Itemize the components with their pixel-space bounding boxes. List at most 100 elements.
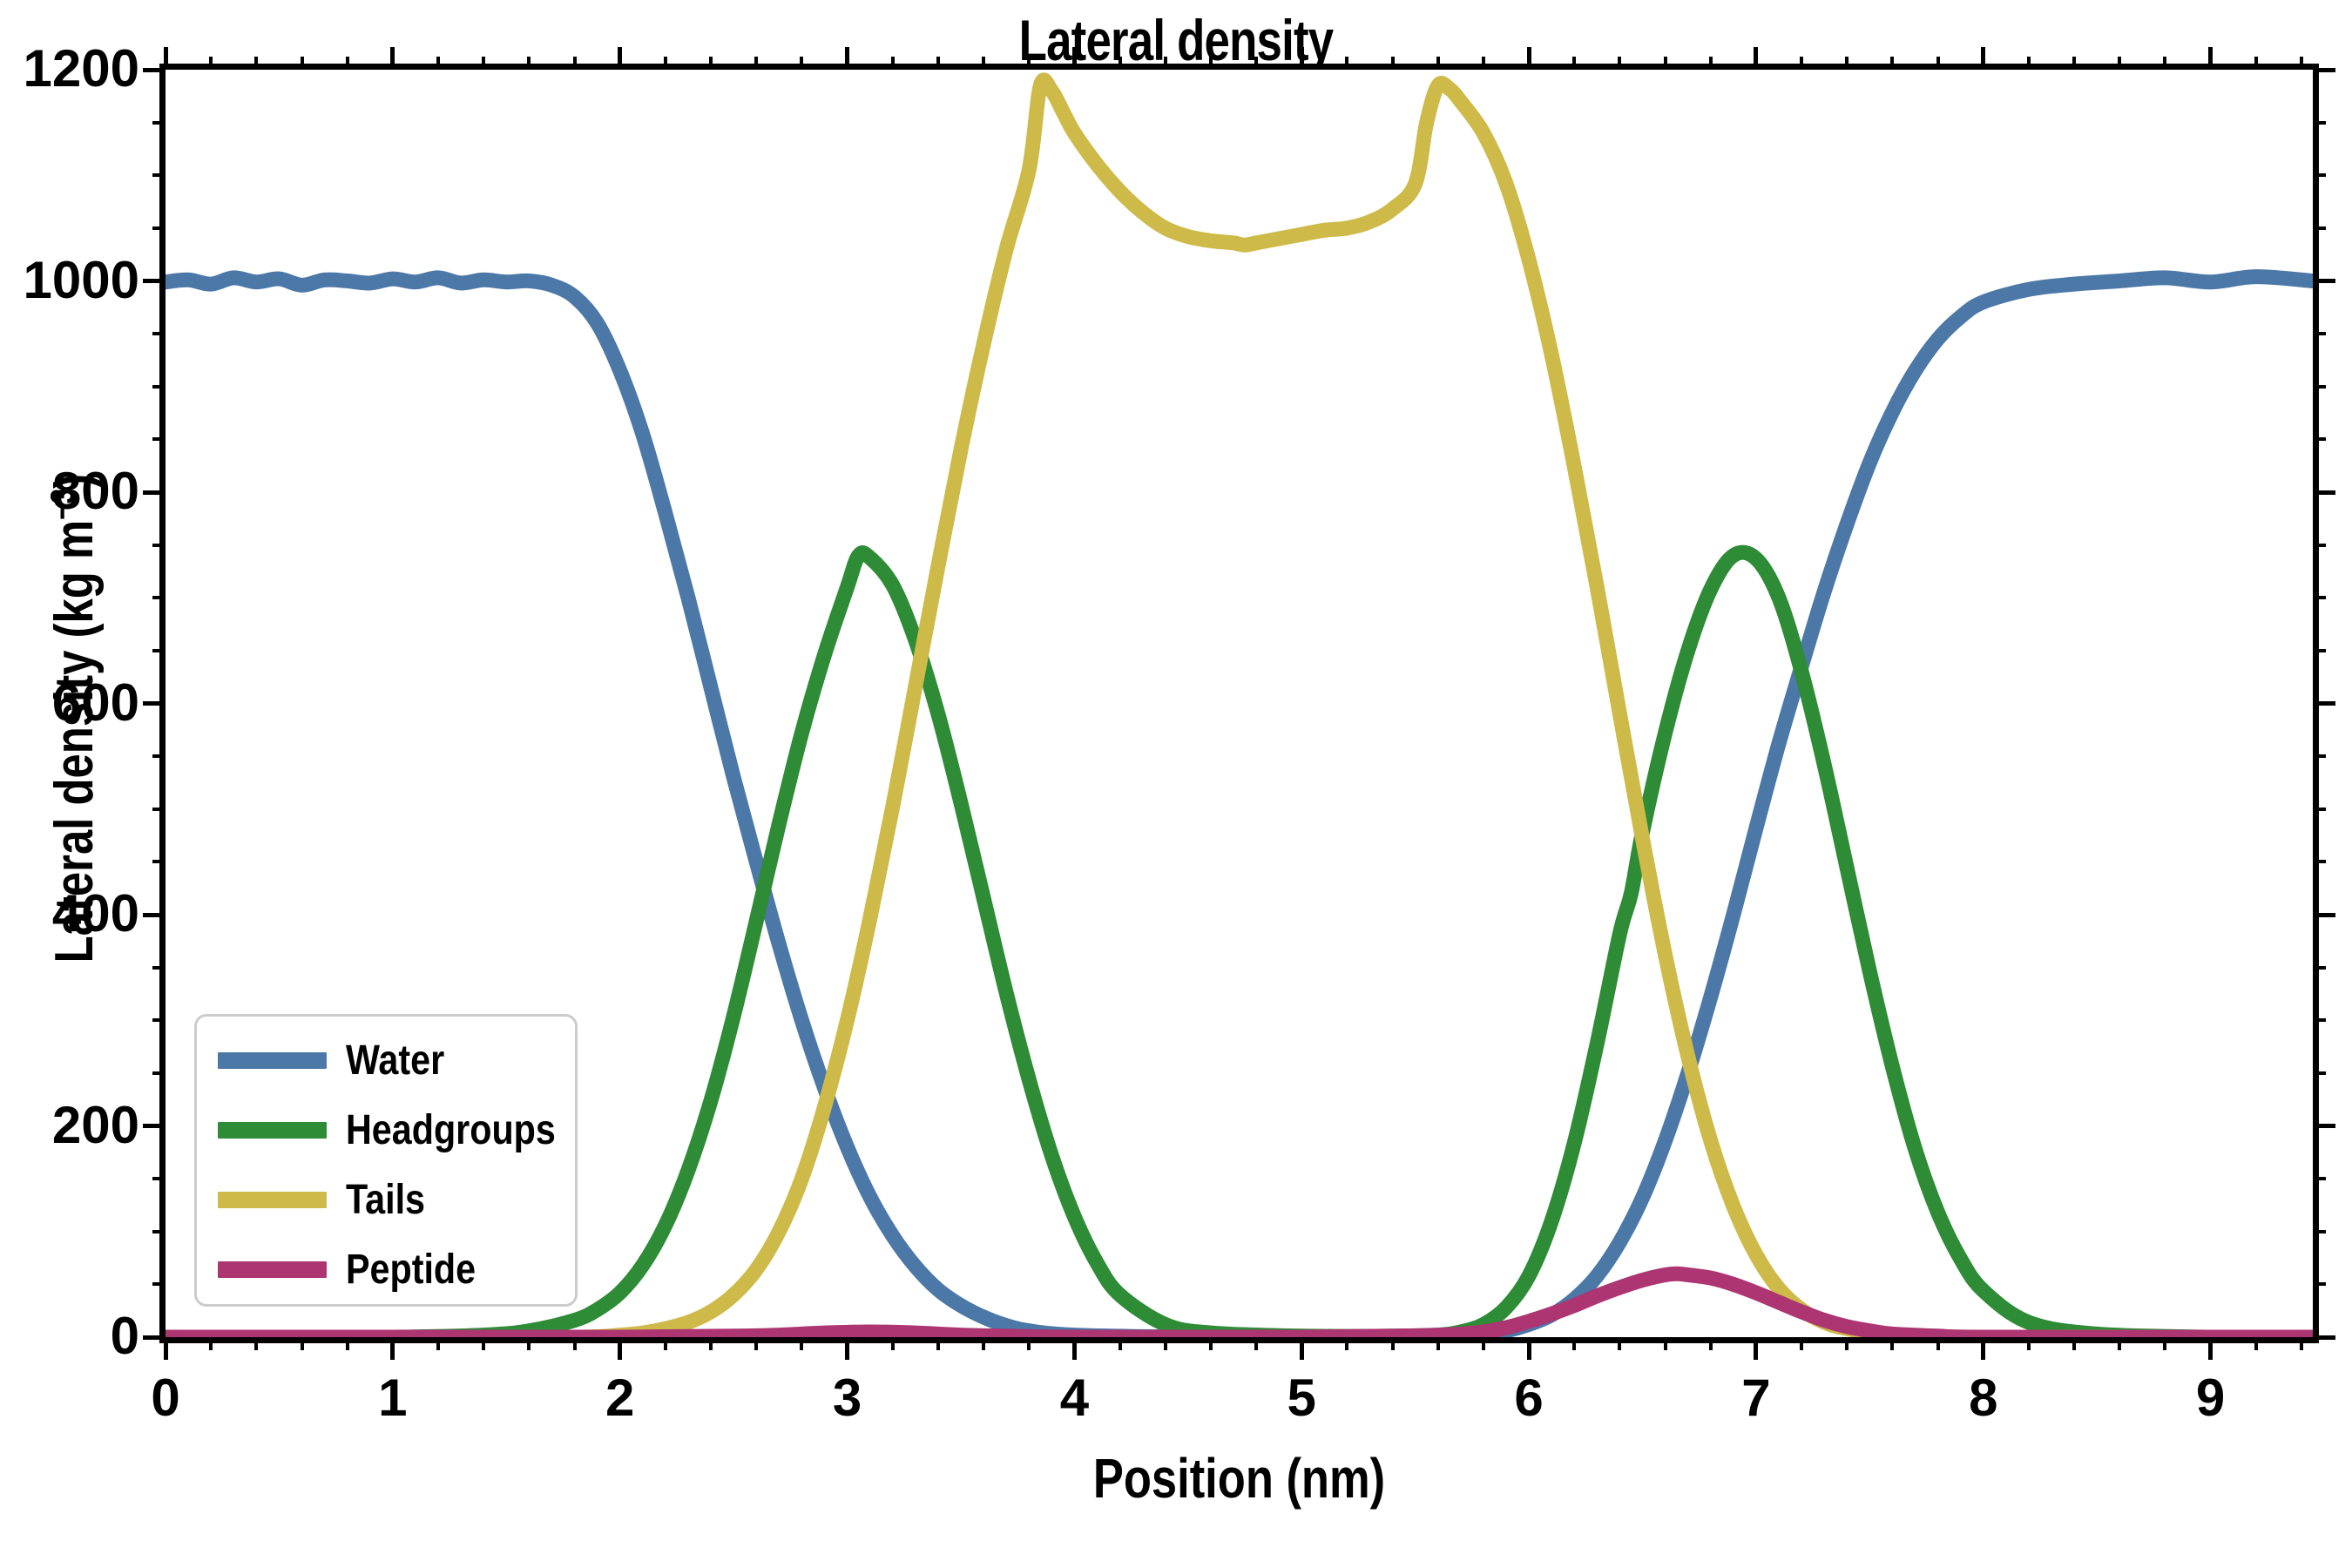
legend: Water Headgroups Tails Peptide (194, 1014, 578, 1307)
axis-spine-bottom (159, 1337, 2319, 1343)
y-axis-tick-label: 1000 (23, 250, 139, 309)
x-axis-minor-tick-top (1345, 57, 1349, 70)
x-axis-tick-label: 7 (1741, 1369, 1771, 1427)
y-axis-major-tick-right (2313, 701, 2335, 706)
y-axis-tick-label: 800 (51, 462, 139, 520)
x-axis-minor-tick-top (1027, 57, 1031, 70)
x-axis-minor-tick (890, 1337, 895, 1350)
y-axis-minor-tick-right (2313, 1071, 2326, 1075)
y-axis-minor-tick-right (2313, 860, 2326, 864)
x-axis-minor-tick (1118, 1337, 1122, 1350)
y-axis-major-tick (143, 701, 166, 706)
x-axis-major-tick (1981, 1337, 1986, 1360)
x-axis-tick-label: 2 (605, 1369, 635, 1427)
x-axis-minor-tick (572, 1337, 577, 1350)
x-axis-minor-tick-top (1890, 57, 1895, 70)
x-axis-minor-tick (1027, 1337, 1031, 1350)
y-axis-major-tick (143, 1124, 166, 1128)
y-axis-major-tick (143, 912, 166, 917)
x-axis-minor-tick-top (982, 57, 986, 70)
x-axis-minor-tick (709, 1337, 713, 1350)
x-axis-minor-tick (482, 1337, 486, 1350)
x-axis-major-tick (1754, 1337, 1759, 1360)
y-axis-minor-tick-right (2313, 437, 2326, 442)
x-axis-minor-tick-top (1708, 57, 1713, 70)
x-axis-minor-tick-top (1663, 57, 1667, 70)
legend-item-tails[interactable]: Tails (197, 1163, 580, 1236)
legend-label-peptide: Peptide (346, 1246, 476, 1293)
x-axis-major-tick-top (1299, 47, 1304, 70)
y-axis-minor-tick (152, 173, 166, 178)
x-axis-minor-tick-top (1208, 57, 1213, 70)
x-axis-minor-tick-top (2254, 57, 2258, 70)
x-axis-minor-tick-top (1118, 57, 1122, 70)
x-axis-minor-tick (1436, 1337, 1440, 1350)
x-axis-minor-tick-top (1800, 57, 1804, 70)
x-axis-minor-tick-top (345, 57, 349, 70)
x-axis-minor-tick (1163, 1337, 1167, 1350)
x-axis-minor-tick (754, 1337, 759, 1350)
y-axis-minor-tick-right (2313, 648, 2326, 652)
x-axis-minor-tick (1254, 1337, 1259, 1350)
x-axis-minor-tick (345, 1337, 349, 1350)
y-axis-major-tick-right (2313, 279, 2335, 283)
x-axis-major-tick-top (2208, 47, 2213, 70)
x-axis-tick-label: 4 (1059, 1369, 1090, 1427)
y-axis-major-tick-right (2313, 1335, 2335, 1340)
y-axis-minor-tick (152, 1229, 166, 1233)
x-axis-major-tick (618, 1337, 623, 1360)
x-axis-tick-label: 1 (378, 1369, 408, 1427)
legend-label-headgroups: Headgroups (346, 1106, 556, 1153)
x-axis-minor-tick (2163, 1337, 2167, 1350)
x-axis-major-tick-top (1754, 47, 1759, 70)
x-axis-minor-tick (1890, 1337, 1895, 1350)
y-axis-tick-label: 400 (51, 884, 139, 943)
legend-swatch-water (218, 1051, 327, 1069)
chart-title: Lateral density (1018, 8, 1334, 72)
x-axis-label: Position (nm) (1092, 1447, 1386, 1510)
y-axis-major-tick-right (2313, 912, 2335, 917)
x-axis-minor-tick (1208, 1337, 1213, 1350)
legend-item-peptide[interactable]: Peptide (197, 1233, 580, 1306)
x-axis-minor-tick (982, 1337, 986, 1350)
x-axis-minor-tick (2118, 1337, 2122, 1350)
legend-label-tails: Tails (346, 1176, 426, 1223)
x-axis-major-tick-top (163, 47, 168, 70)
x-axis-minor-tick-top (936, 57, 940, 70)
x-axis-minor-tick (1572, 1337, 1577, 1350)
x-axis-tick-label: 5 (1287, 1369, 1316, 1427)
x-axis-minor-tick-top (1163, 57, 1167, 70)
y-axis-minor-tick (152, 860, 166, 864)
data-curves (166, 72, 2313, 1337)
x-axis-minor-tick-top (754, 57, 759, 70)
x-axis-major-tick (163, 1337, 168, 1360)
x-axis-minor-tick-top (2163, 57, 2167, 70)
y-axis-minor-tick (152, 543, 166, 547)
x-axis-minor-tick-top (709, 57, 713, 70)
y-axis-minor-tick-right (2313, 1229, 2326, 1233)
x-axis-minor-tick (2299, 1337, 2303, 1350)
x-axis-tick-label: 9 (2195, 1369, 2226, 1427)
x-axis-minor-tick (1481, 1337, 1485, 1350)
x-axis-minor-tick-top (1936, 57, 1940, 70)
x-axis-major-tick (1299, 1337, 1304, 1360)
x-axis-tick-label: 0 (151, 1369, 180, 1427)
x-axis-minor-tick-top (1481, 57, 1485, 70)
y-axis-minor-tick-right (2313, 384, 2326, 389)
y-axis-minor-tick-right (2313, 754, 2326, 759)
x-axis-major-tick-top (618, 47, 623, 70)
x-axis-major-tick-top (845, 47, 850, 70)
x-axis-minor-tick-top (436, 57, 441, 70)
x-axis-minor-tick-top (1618, 57, 1622, 70)
x-axis-minor-tick (1936, 1337, 1940, 1350)
legend-item-water[interactable]: Water (197, 1024, 580, 1097)
legend-item-headgroups[interactable]: Headgroups (197, 1093, 580, 1166)
x-axis-major-tick-top (1071, 47, 1077, 70)
x-axis-minor-tick-top (2299, 57, 2303, 70)
x-axis-major-tick (845, 1337, 850, 1360)
x-axis-minor-tick (800, 1337, 804, 1350)
x-axis-minor-tick (2026, 1337, 2031, 1350)
x-axis-minor-tick-top (1572, 57, 1577, 70)
y-axis-minor-tick (152, 384, 166, 389)
